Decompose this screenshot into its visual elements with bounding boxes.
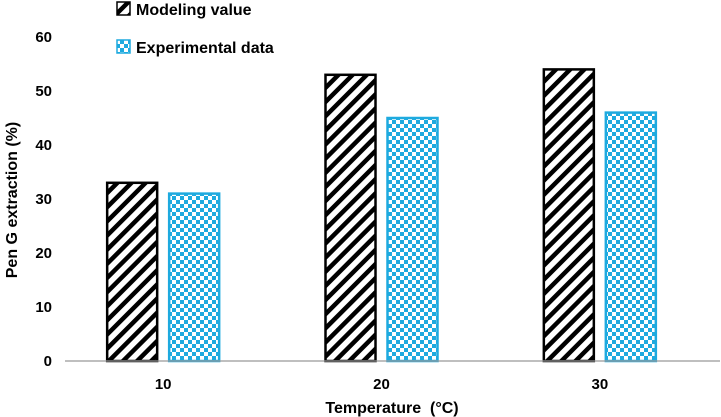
legend-swatch-modeling	[116, 1, 131, 16]
bar-experimental-30	[604, 111, 658, 363]
bar-experimental-20	[386, 116, 439, 363]
legend-label-modeling: Modeling value	[136, 2, 252, 19]
bar-experimental-10	[167, 192, 221, 363]
legend-swatch-experimental	[116, 39, 131, 54]
x-tick-label: 10	[155, 376, 172, 393]
y-tick-label: 30	[35, 191, 52, 208]
bars	[105, 68, 658, 363]
legend-label-experimental: Experimental data	[136, 40, 274, 57]
legend-item-modeling: Modeling value	[116, 1, 252, 19]
y-tick-label: 60	[35, 29, 52, 46]
bar-modeling-20	[324, 73, 377, 363]
y-axis-ticks: 0 10 20 30 40 50 60	[35, 29, 52, 370]
y-axis-title: Pen G extraction (%)	[4, 122, 21, 278]
y-tick-label: 50	[35, 83, 52, 100]
y-tick-label: 40	[35, 137, 52, 154]
y-tick-label: 10	[35, 299, 52, 316]
bar-modeling-30	[542, 68, 596, 363]
y-tick-label: 20	[35, 245, 52, 262]
x-tick-label: 30	[591, 376, 608, 393]
bar-modeling-10	[105, 181, 159, 363]
legend: Modeling value Experimental data	[116, 1, 274, 57]
legend-item-experimental: Experimental data	[116, 39, 274, 57]
y-tick-label: 0	[44, 353, 52, 370]
x-axis-ticks: 10 20 30	[155, 376, 608, 393]
x-tick-label: 20	[373, 376, 390, 393]
x-axis-title: Temperature (°C)	[325, 400, 458, 417]
